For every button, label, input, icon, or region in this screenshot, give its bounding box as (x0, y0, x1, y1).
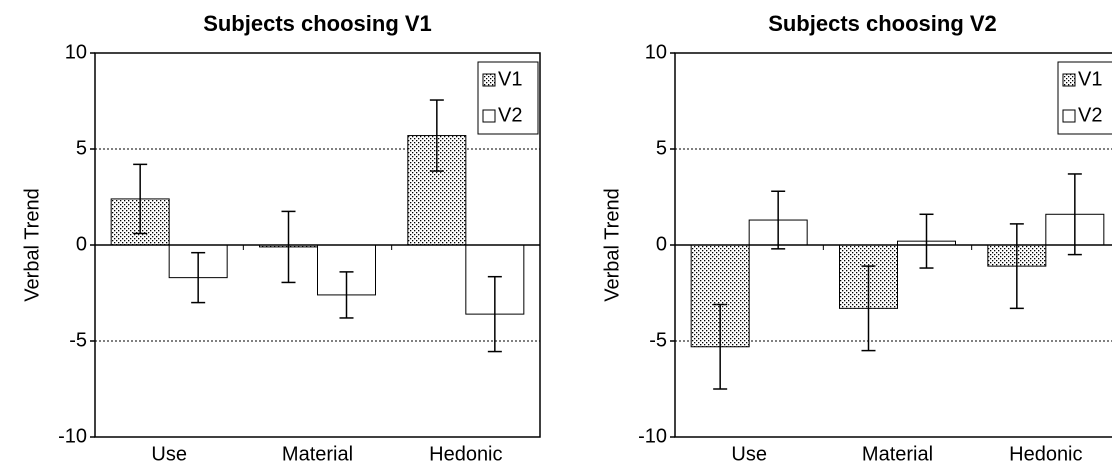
legend-label: V2 (498, 104, 522, 126)
x-tick-label: Use (151, 443, 187, 465)
x-tick-label: Hedonic (429, 443, 502, 465)
chart-title: Subjects choosing V2 (768, 11, 997, 36)
y-axis-label: Verbal Trend (21, 188, 43, 301)
legend-swatch (1062, 109, 1076, 123)
y-tick-label: 0 (76, 233, 87, 255)
chart-title: Subjects choosing V1 (203, 11, 432, 36)
y-tick-label: -10 (58, 425, 87, 447)
y-tick-label: -5 (649, 329, 667, 351)
y-axis-label: Verbal Trend (601, 188, 623, 301)
legend-label: V1 (498, 68, 522, 90)
y-tick-label: -5 (69, 329, 87, 351)
y-tick-label: 10 (65, 41, 87, 63)
y-tick-label: 0 (656, 233, 667, 255)
y-tick-label: 5 (76, 137, 87, 159)
x-tick-label: Material (862, 443, 933, 465)
y-tick-label: 10 (645, 41, 667, 63)
x-tick-label: Material (282, 443, 353, 465)
y-tick-label: 5 (656, 137, 667, 159)
legend-swatch (482, 109, 496, 123)
x-tick-label: Hedonic (1009, 443, 1082, 465)
legend-label: V1 (1078, 68, 1102, 90)
legend-swatch (482, 73, 496, 87)
y-tick-label: -10 (638, 425, 667, 447)
legend-swatch (1062, 73, 1076, 87)
x-tick-label: Use (731, 443, 767, 465)
legend-label: V2 (1078, 104, 1102, 126)
